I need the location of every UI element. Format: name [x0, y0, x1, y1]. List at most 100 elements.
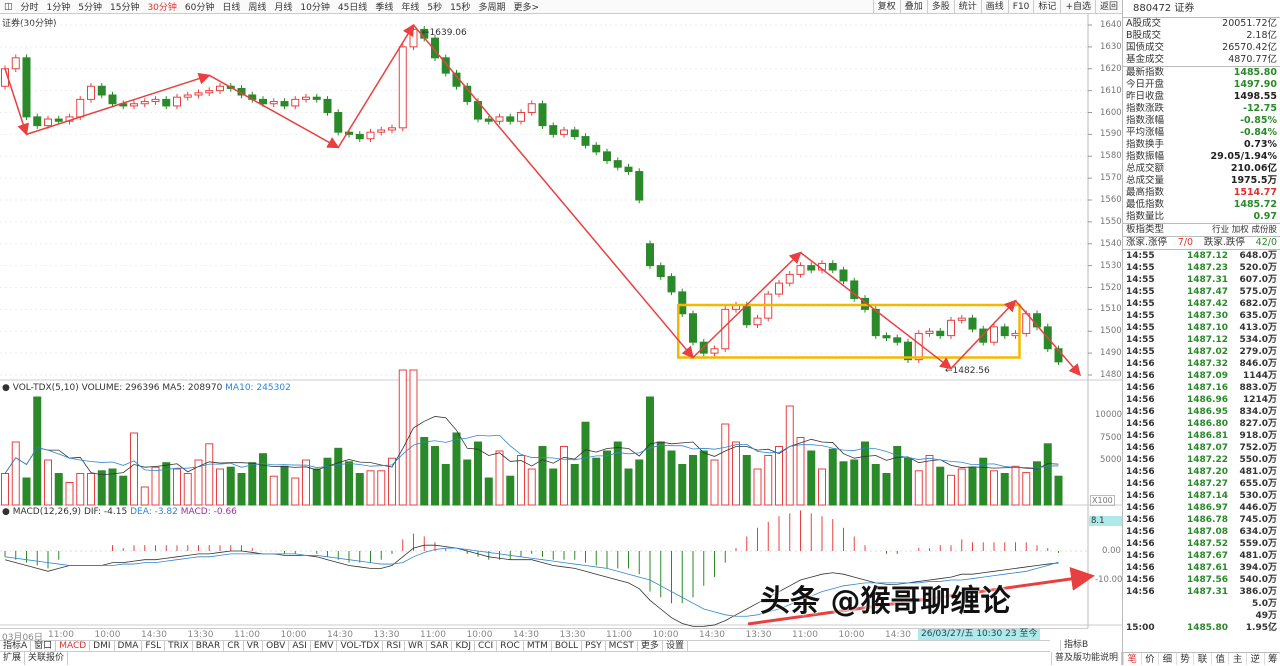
- panel-tab[interactable]: 逆: [1246, 653, 1264, 665]
- panel-tab[interactable]: 价: [1141, 653, 1159, 665]
- indicator-tab[interactable]: 更多: [638, 641, 663, 651]
- indicator-tab[interactable]: MCST: [606, 641, 638, 651]
- volume-bar: [625, 469, 632, 505]
- related-quotes-button[interactable]: 关联报价: [25, 652, 68, 665]
- volume-bar: [797, 438, 804, 506]
- volume-bar: [808, 451, 815, 505]
- indicator-tab[interactable]: VOL-TDX: [337, 641, 383, 651]
- panel-tab[interactable]: 细: [1158, 653, 1176, 665]
- board-type-row: 板指类型行业 加权 成份股: [1123, 224, 1280, 236]
- tick-time: 14:55: [1126, 298, 1176, 310]
- tick-time: 14:56: [1126, 418, 1176, 430]
- indicator-tab[interactable]: DMA: [115, 641, 143, 651]
- row-label: 今日开盘: [1126, 79, 1164, 91]
- indicator-tab[interactable]: 设置: [663, 641, 688, 651]
- indicator-tab[interactable]: RSI: [383, 641, 405, 651]
- tick-price: 1487.27: [1176, 478, 1228, 490]
- panel-tab[interactable]: 值: [1211, 653, 1229, 665]
- indicator-tab[interactable]: MACD: [56, 641, 90, 651]
- tick-volume: 827.0万: [1228, 418, 1277, 430]
- indicator-tab[interactable]: CR: [224, 641, 244, 651]
- candle: [270, 102, 277, 104]
- trend-arrow: [414, 25, 694, 358]
- tick-time: 14:55: [1126, 334, 1176, 346]
- chart-canvas[interactable]: ←1639.06←1482.56: [0, 0, 1122, 628]
- volume-bar: [754, 469, 761, 505]
- tick-price: 1486.97: [1176, 502, 1228, 514]
- indicator-tab[interactable]: PSY: [582, 641, 606, 651]
- help-link[interactable]: 普及版功能说明: [1051, 652, 1122, 665]
- panel-tab[interactable]: 笔: [1123, 653, 1141, 665]
- stat-row: 最高指数 1514.77: [1123, 187, 1280, 199]
- tick-time: 14:56: [1126, 574, 1176, 586]
- row-value: 2.18亿: [1246, 30, 1277, 42]
- volume-bar: [432, 447, 439, 506]
- panel-tab[interactable]: 势: [1176, 653, 1194, 665]
- candle: [915, 333, 922, 359]
- indicator-b-button[interactable]: 指标B: [1060, 640, 1091, 651]
- tick-price: 1485.80: [1176, 622, 1228, 634]
- indicator-tab[interactable]: BRAR: [193, 641, 224, 651]
- indicator-tab[interactable]: OBV: [263, 641, 289, 651]
- indicator-tab[interactable]: SAR: [427, 641, 452, 651]
- indicator-tab[interactable]: ASI: [289, 641, 311, 651]
- volume-bar: [356, 474, 363, 506]
- board-type-value[interactable]: 行业 加权 成份股: [1212, 224, 1277, 236]
- indicator-tab[interactable]: 窗口: [31, 641, 56, 651]
- panel-tabs: 笔价细势联值主逆筹: [1123, 652, 1280, 665]
- indicator-tab[interactable]: 指标A: [0, 641, 31, 651]
- indicator-tab[interactable]: CCI: [475, 641, 497, 651]
- tick-volume: 550.0万: [1228, 454, 1277, 466]
- trend-arrow: [1016, 301, 1081, 375]
- volume-bar: [206, 444, 213, 505]
- candle: [840, 270, 847, 281]
- indicator-tab[interactable]: FSL: [142, 641, 165, 651]
- expand-button[interactable]: 扩展: [0, 652, 25, 665]
- indicator-tab[interactable]: TRIX: [165, 641, 193, 651]
- indicator-tab[interactable]: WR: [405, 641, 427, 651]
- tick-price: 1487.32: [1176, 358, 1228, 370]
- volume-bar: [98, 471, 105, 505]
- indicator-tab[interactable]: DMI: [90, 641, 114, 651]
- indicator-tab[interactable]: ROC: [497, 641, 524, 651]
- tick-time: 14:55: [1126, 274, 1176, 286]
- indicator-tab[interactable]: KDJ: [452, 641, 475, 651]
- tick-volume: 279.0万: [1228, 346, 1277, 358]
- panel-tab[interactable]: 主: [1228, 653, 1246, 665]
- panel-tab[interactable]: 联: [1193, 653, 1211, 665]
- candle: [647, 244, 654, 266]
- row-label: 国债成交: [1126, 42, 1164, 54]
- panel-tab[interactable]: 筹: [1264, 653, 1280, 665]
- candle: [776, 283, 783, 294]
- indicator-tab[interactable]: EMV: [311, 641, 338, 651]
- candle: [77, 99, 84, 117]
- row-label: 最高指数: [1126, 187, 1164, 199]
- tick-time: 14:55: [1126, 322, 1176, 334]
- candle: [539, 104, 546, 126]
- candle: [614, 161, 621, 168]
- time-label: 14:30: [885, 630, 911, 640]
- row-value: 1514.77: [1234, 187, 1277, 199]
- indicator-tab[interactable]: VR: [244, 641, 263, 651]
- candle: [184, 95, 191, 97]
- price-tick: 1580: [1100, 151, 1122, 161]
- row-value: 1497.90: [1234, 79, 1277, 91]
- up-value: 7/0: [1178, 237, 1193, 249]
- volume-bar: [55, 474, 62, 506]
- time-label: 10:00: [95, 630, 121, 640]
- candle: [313, 97, 320, 99]
- indicator-tab[interactable]: MTM: [524, 641, 552, 651]
- candle: [582, 137, 589, 146]
- candle: [356, 134, 363, 138]
- volume-bar: [883, 474, 890, 506]
- volume-bar: [77, 474, 84, 506]
- volume-bar: [614, 442, 621, 505]
- indicator-tab[interactable]: BOLL: [552, 641, 582, 651]
- macd-header: ● MACD(12,26,9) DIF: -4.15 DEA: -3.82 MA…: [2, 507, 237, 517]
